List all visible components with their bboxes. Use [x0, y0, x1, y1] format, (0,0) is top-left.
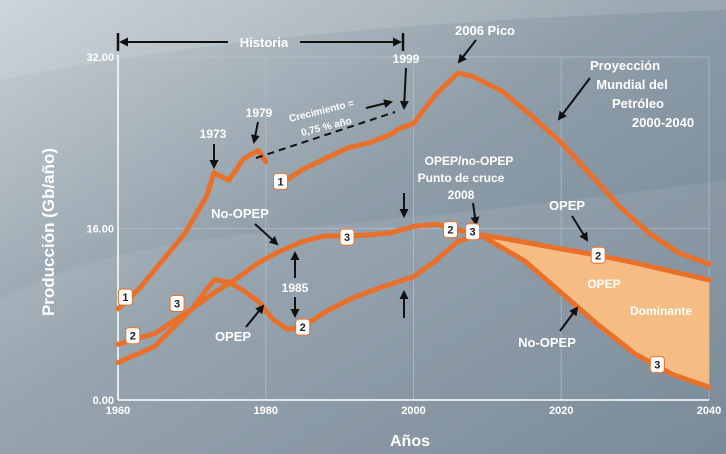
non-opec-label-right: No-OPEP [518, 335, 576, 350]
y-tick-label-1: 16.00 [86, 224, 114, 236]
series-marker-6 [442, 221, 458, 239]
year-1985-label: 1985 [282, 281, 309, 295]
series-marker-5 [295, 318, 311, 336]
series-marker-label-7: 3 [470, 227, 476, 239]
peak-label: 2006 Pico [455, 23, 515, 38]
opec-arrow-left [245, 304, 265, 328]
opec-dominant-label-2: Dominante [630, 304, 692, 318]
background-swoosh-2 [0, 0, 726, 80]
series-marker-9 [649, 356, 665, 374]
crossover-label-3: 2008 [448, 188, 475, 202]
series-marker-4 [339, 228, 355, 246]
non-opec-arrow [254, 223, 279, 246]
opec-label-left: OPEP [215, 329, 251, 344]
x-tick-label-0: 1960 [106, 405, 130, 417]
x-tick-label-4: 2040 [697, 405, 721, 417]
opec-label-right: OPEP [549, 198, 585, 213]
growth-arrow [365, 99, 393, 109]
series-marker-label-5: 2 [300, 322, 306, 334]
data-series [115, 70, 712, 390]
series-marker-2 [169, 295, 185, 313]
historia-label: Historia [240, 35, 289, 50]
projection-label-1: Proyección [590, 58, 660, 73]
series-marker-label-1: 2 [130, 331, 136, 343]
year-1999-arrow [399, 67, 409, 110]
opec-arrow-right [571, 215, 589, 242]
projection-label-3: Petróleo [612, 96, 664, 111]
series-marker-label-6: 2 [447, 225, 453, 237]
y-axis-label: Producción (Gb/año) [39, 148, 58, 316]
series-world-historic [115, 147, 269, 312]
crossover-label-2: Punto de cruce [418, 171, 505, 185]
peak-arrow [457, 39, 477, 64]
opec-dominant-region [479, 234, 709, 388]
series-opec [115, 232, 712, 390]
y-tick-label-2: 32.00 [86, 52, 114, 64]
series-marker-0 [117, 288, 133, 306]
year-1999-label: 1999 [393, 52, 420, 66]
projection-label-2: Mundial del [596, 77, 668, 92]
non-opec-arrow-right [559, 306, 579, 332]
year-1973-label: 1973 [200, 127, 227, 141]
crossover-arrow [470, 202, 480, 226]
crossover-label-1: OPEP/no-OPEP [425, 154, 514, 168]
x-axis-label: Años [390, 433, 430, 450]
x-tick-label-2: 2000 [401, 405, 425, 417]
projection-arrow [557, 77, 591, 121]
series-marker-label-0: 1 [122, 292, 128, 304]
series-marker-label-3: 1 [277, 176, 283, 188]
series-world [274, 70, 712, 267]
projection-label-4: 2000-2040 [632, 115, 694, 130]
series-marker-label-4: 3 [344, 232, 350, 244]
non-opec-label: No-OPEP [211, 206, 269, 221]
series-marker-label-2: 3 [174, 299, 180, 311]
x-tick-label-1: 1980 [254, 405, 278, 417]
year-1979-arrow [250, 121, 260, 144]
year-1979-label: 1979 [246, 106, 273, 120]
series-marker-8 [590, 246, 606, 264]
opec-dominant-label-1: OPEP [587, 277, 620, 291]
series-marker-7 [465, 223, 481, 241]
series-marker-3 [273, 172, 289, 190]
series-markers: 1 2 3 1 3 2 2 3 2 3 [117, 172, 665, 374]
growth-trend-line [255, 111, 396, 159]
tick-labels: 1960 1980 2000 2020 2040 0.00 16.00 32.00 [86, 52, 721, 417]
x-tick-label-3: 2020 [549, 405, 573, 417]
y-tick-label-0: 0.00 [93, 395, 114, 407]
series-marker-label-9: 3 [654, 360, 660, 372]
series-marker-label-8: 2 [595, 250, 601, 262]
series-marker-1 [125, 327, 141, 345]
